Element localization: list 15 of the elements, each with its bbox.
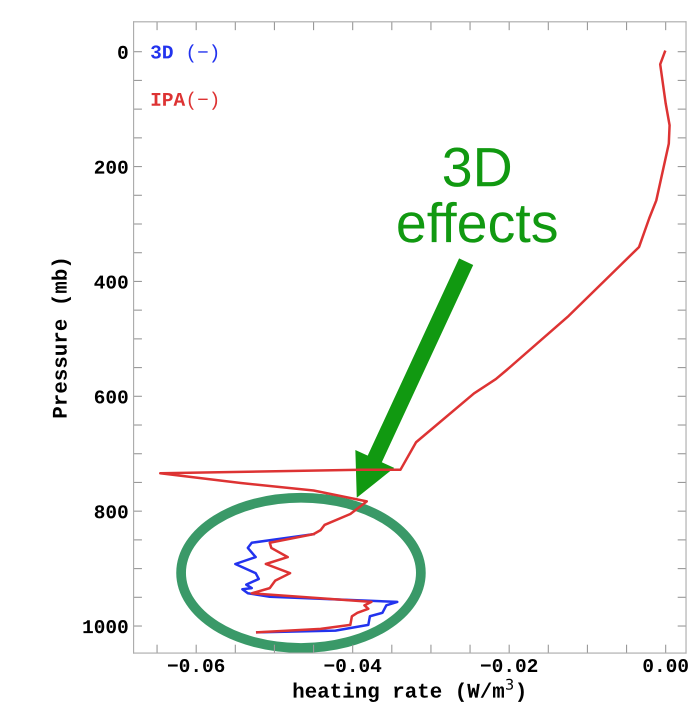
y-tick-label: 0 — [118, 46, 128, 59]
text: 3D (−) — [151, 44, 218, 62]
x-tick-label: 0.00 — [643, 658, 688, 672]
y-axis-title: Pressure (mb) — [52, 260, 71, 418]
y-tick-label: 1000 — [83, 620, 128, 634]
x-axis-title: heating rate (W/m$^{3}$) — [294, 678, 524, 702]
y-tick-label: 600 — [94, 390, 128, 404]
y-tick-label: 800 — [94, 505, 128, 518]
text: IPA(−) — [152, 92, 218, 110]
x-tick-label: −0.02 — [480, 658, 538, 672]
y-tick-label: 400 — [94, 275, 128, 289]
x-tick-label: −0.04 — [324, 658, 382, 672]
annotation: 3D effects — [398, 147, 557, 243]
x-tick-label: −0.06 — [168, 658, 224, 672]
y-tick-label: 200 — [94, 160, 128, 174]
